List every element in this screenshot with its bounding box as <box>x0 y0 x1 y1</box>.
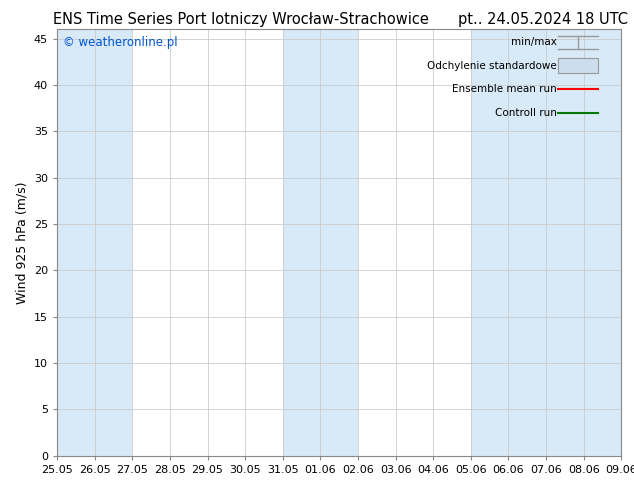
Text: Odchylenie standardowe: Odchylenie standardowe <box>427 61 557 71</box>
Text: Ensemble mean run: Ensemble mean run <box>451 84 557 94</box>
Bar <box>283 29 358 456</box>
Bar <box>471 29 621 456</box>
Bar <box>133 29 283 456</box>
FancyBboxPatch shape <box>558 58 598 74</box>
Text: min/max: min/max <box>510 37 557 47</box>
Y-axis label: Wind 925 hPa (m/s): Wind 925 hPa (m/s) <box>15 181 29 304</box>
Text: ENS Time Series Port lotniczy Wrocław-Strachowice: ENS Time Series Port lotniczy Wrocław-St… <box>53 12 429 27</box>
Text: © weatheronline.pl: © weatheronline.pl <box>63 36 178 49</box>
Bar <box>358 29 471 456</box>
Bar <box>57 29 133 456</box>
Text: Controll run: Controll run <box>495 107 557 118</box>
Text: pt.. 24.05.2024 18 UTC: pt.. 24.05.2024 18 UTC <box>458 12 628 27</box>
